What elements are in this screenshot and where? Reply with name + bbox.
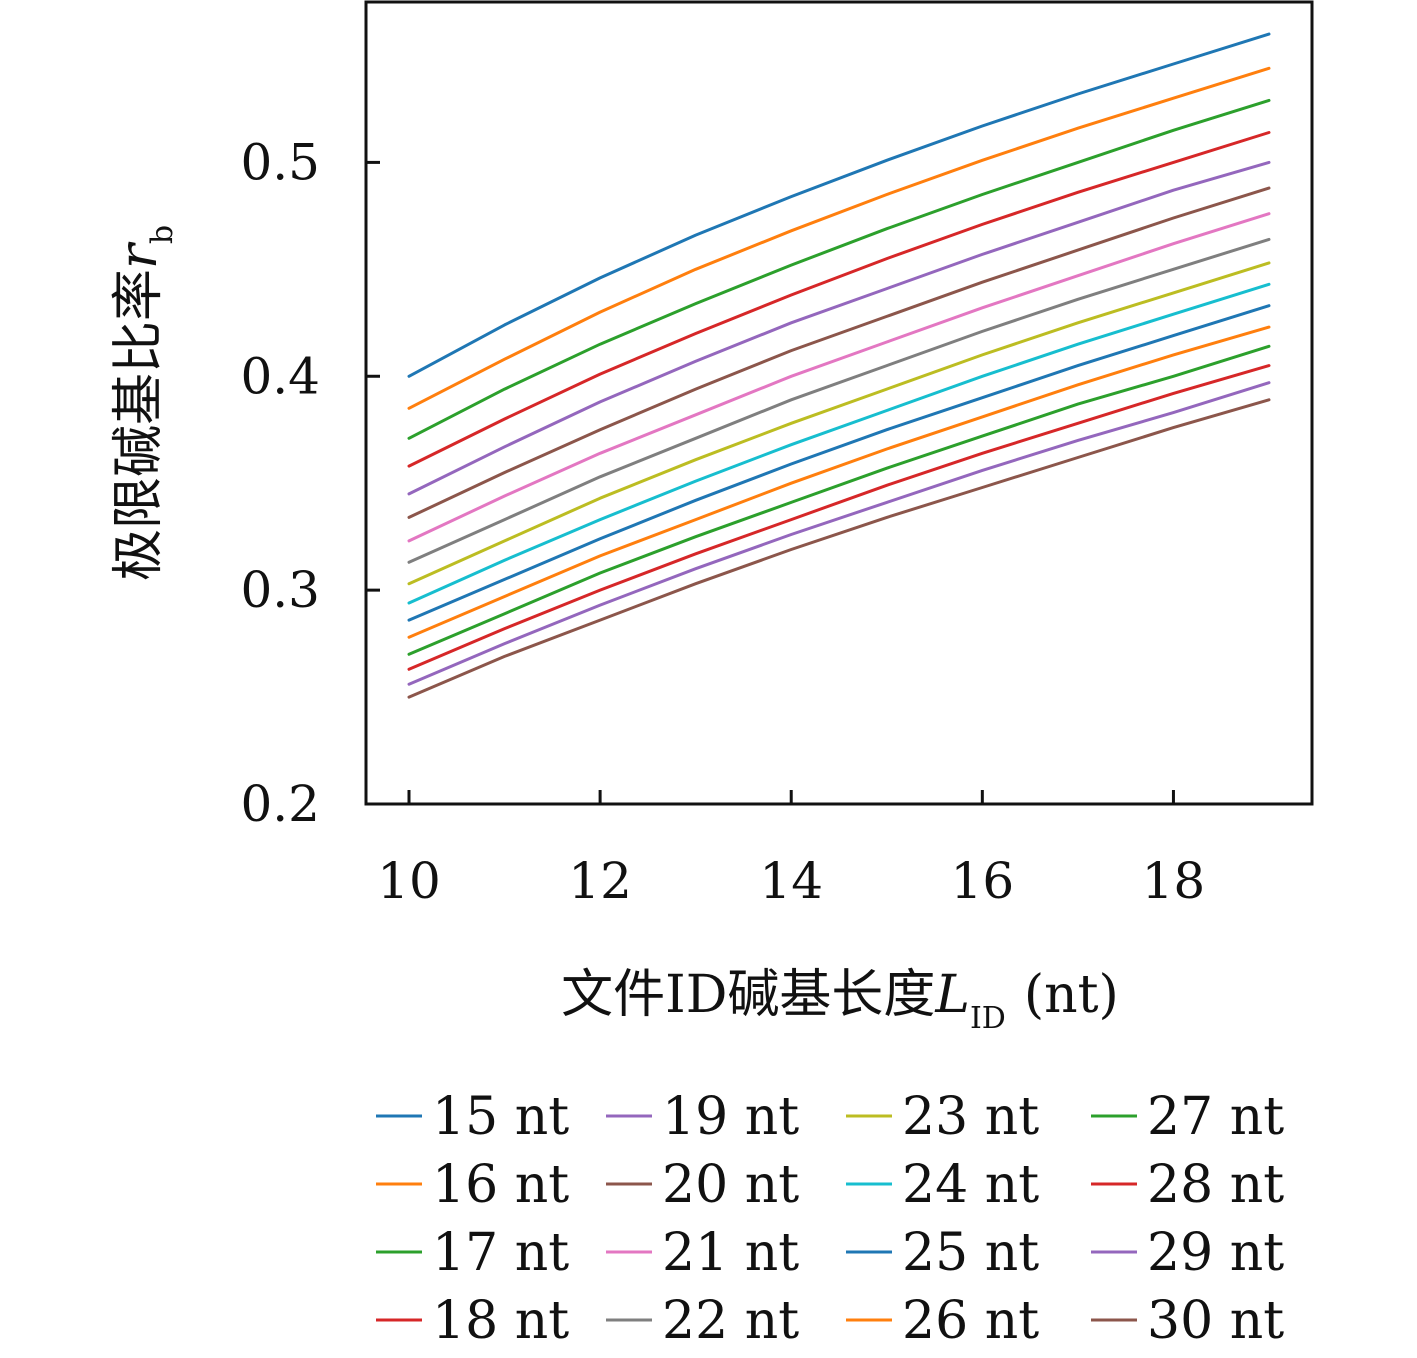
- legend-label-6: 20 nt: [662, 1155, 799, 1215]
- legend-label-2: 16 nt: [432, 1155, 569, 1215]
- y-tick-label: 0.2: [240, 775, 320, 833]
- x-tick-label: 16: [951, 852, 1015, 910]
- y-axis: 0.2 0.3 0.4 0.5: [240, 133, 380, 833]
- legend-label-11: 25 nt: [902, 1223, 1039, 1283]
- series-line-11: [407, 304, 1271, 622]
- y-axis-label-var: r: [109, 241, 169, 269]
- legend-label-7: 21 nt: [662, 1223, 799, 1283]
- y-tick-label: 0.5: [240, 133, 320, 191]
- series-line-9: [407, 261, 1271, 586]
- y-tick-label: 0.4: [240, 347, 320, 405]
- legend: 15 nt 16 nt 17 nt 18 nt 19 nt 20 nt 21 nt 22 nt…: [376, 1087, 1284, 1351]
- x-axis-label-var: L: [934, 965, 970, 1025]
- legend-label-14: 28 nt: [1147, 1155, 1284, 1215]
- legend-label-3: 17 nt: [432, 1223, 569, 1283]
- x-axis-label-sub: ID: [970, 1001, 1006, 1036]
- x-axis-label-text: 文件ID碱基长度: [561, 965, 935, 1025]
- series-line-6: [407, 186, 1271, 519]
- series-line-2: [407, 66, 1271, 410]
- legend-label-1: 15 nt: [432, 1087, 569, 1147]
- y-tick-label: 0.3: [240, 561, 320, 619]
- y-axis-label-sub: b: [145, 225, 180, 244]
- legend-label-5: 19 nt: [662, 1087, 799, 1147]
- legend-label-4: 18 nt: [432, 1291, 569, 1351]
- series-line-7: [407, 212, 1271, 543]
- y-axis-label-text: 极限碱基比率: [109, 269, 169, 581]
- series-line-12: [407, 325, 1271, 639]
- series-line-4: [407, 131, 1271, 468]
- x-tick-label: 12: [568, 852, 632, 910]
- legend-label-13: 27 nt: [1147, 1087, 1284, 1147]
- x-axis: 10 12 14 16 18: [377, 790, 1205, 910]
- legend-label-10: 24 nt: [902, 1155, 1039, 1215]
- series-line-15: [407, 381, 1271, 686]
- legend-label-15: 29 nt: [1147, 1223, 1284, 1283]
- y-axis-label: 极限碱基比率rb: [109, 225, 180, 581]
- legend-label-12: 26 nt: [902, 1291, 1039, 1351]
- series-line-5: [407, 160, 1271, 496]
- legend-label-9: 23 nt: [902, 1087, 1039, 1147]
- series-lines: [407, 32, 1271, 699]
- x-tick-label: 18: [1142, 852, 1206, 910]
- legend-label-8: 22 nt: [662, 1291, 799, 1351]
- series-line-10: [407, 282, 1271, 605]
- x-tick-label: 14: [759, 852, 823, 910]
- plot-frame: [364, 0, 1314, 806]
- x-tick-label: 10: [377, 852, 441, 910]
- series-line-14: [407, 364, 1271, 671]
- series-line-13: [407, 344, 1271, 656]
- x-axis-label-unit: (nt): [1024, 965, 1119, 1025]
- legend-label-16: 30 nt: [1147, 1291, 1284, 1351]
- series-line-3: [407, 98, 1271, 440]
- series-line-1: [407, 32, 1271, 378]
- series-line-16: [407, 398, 1271, 699]
- series-line-8: [407, 237, 1271, 564]
- x-axis-label: 文件ID碱基长度LID (nt): [561, 965, 1119, 1036]
